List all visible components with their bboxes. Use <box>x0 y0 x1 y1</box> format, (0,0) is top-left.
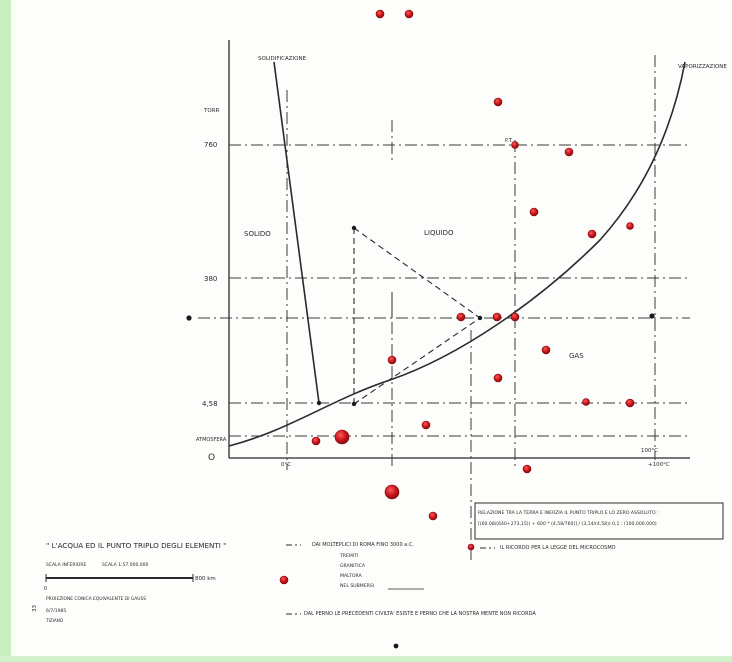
scale-prefix: SCALA INFERIORE <box>46 562 86 568</box>
legend-sub-item-2: GRANITICA <box>340 563 366 569</box>
red-dot <box>279 575 289 585</box>
black-points <box>186 225 655 649</box>
x-tick-100c: 100°C <box>641 448 658 454</box>
vertical-guide-lines <box>286 55 656 560</box>
red-dot <box>587 229 597 239</box>
red-dot <box>625 398 635 408</box>
legend-mod-line: DAI MOLTEPLICI DI ROMA FINO 3000 a.C. <box>312 542 414 548</box>
relation-text-2: [(60.08/(640+273,15)) + 600 * (4,58/760)… <box>478 521 657 527</box>
red-dot <box>421 420 431 430</box>
red-dot <box>529 207 539 217</box>
red-dot <box>428 511 438 521</box>
curve-label-solidification: SOLIDIFICAZIONE <box>258 56 307 62</box>
legend-sub-item-1: TREMITI <box>339 553 358 559</box>
red-dot <box>564 147 574 157</box>
red-dot <box>493 97 503 107</box>
red-dot <box>510 312 520 322</box>
red-dot <box>493 373 503 383</box>
red-dot <box>375 9 385 19</box>
paper-sheet <box>11 0 732 656</box>
curve-label-vaporization: VAPORIZZAZIONE <box>678 64 727 70</box>
scale-date: 6/7/1985 <box>46 608 66 614</box>
red-dot-large <box>334 429 350 445</box>
red-dot <box>522 464 532 474</box>
red-dot <box>541 345 551 355</box>
red-dot <box>626 222 634 230</box>
legend-sub-item-4: NEL SUBMERSI <box>340 583 374 589</box>
red-dot <box>492 312 502 322</box>
x-tick-0c: 0°C <box>281 462 291 468</box>
red-dot <box>404 9 414 19</box>
relation-box <box>474 502 724 540</box>
black-point-bottom <box>393 643 399 649</box>
red-dot <box>511 141 519 149</box>
solidification-curve <box>273 61 320 404</box>
relation-text-1: RELAZIONE TRA LA TERRA E INERZIA IL PUNT… <box>478 510 659 516</box>
red-dot <box>582 398 590 406</box>
y-tick-760: 760 <box>204 141 217 149</box>
horizontal-guide-lines <box>198 144 690 437</box>
black-point-triple <box>316 400 322 406</box>
y-axis-unit: TORR <box>203 108 220 114</box>
red-dot <box>456 312 466 322</box>
black-point-apex <box>477 315 483 321</box>
scale-zero: 0 <box>44 586 47 592</box>
red-dots <box>279 9 635 585</box>
red-dot <box>467 543 475 551</box>
x-tick-plus100c: +100°C <box>648 462 670 468</box>
black-point-triangle-top <box>351 225 357 231</box>
left-margin-band <box>0 0 11 662</box>
black-point-triangle-bottom <box>351 401 357 407</box>
scale-distance: 800 km <box>195 576 216 582</box>
y-tick-atmosphere: ATMOSFERA <box>196 437 227 443</box>
red-dot <box>387 355 397 365</box>
vaporization-curve <box>228 61 686 447</box>
bottom-margin-band <box>0 656 732 662</box>
dashed-triangle <box>353 227 481 405</box>
red-dot <box>311 436 321 446</box>
region-label-liquid: LIQUIDO <box>424 229 454 237</box>
y-tick-380: 380 <box>204 275 217 283</box>
scale-projection: PROIEZIONE CONICA EQUIVALENTE DI GAUSS <box>46 596 146 602</box>
triple-point-marker: P.T. <box>505 138 513 144</box>
scale-ratio: SCALA 1:57.000.000 <box>102 562 148 568</box>
y-tick-458: 4,58 <box>202 400 218 408</box>
diagram-title: " L'ACQUA ED IL PUNTO TRIPLO DEGLI ELEME… <box>46 541 226 550</box>
black-point-right <box>649 313 655 319</box>
region-label-solid: SOLIDO <box>244 230 271 238</box>
region-label-gas: GAS <box>569 352 584 360</box>
legend-bottom-note: DAL PERNO LE PRECEDENTI CIVILTA' ESISTE … <box>304 611 536 617</box>
red-dot-large <box>384 484 400 500</box>
legend-microcosmo: IL RICORDO PER LA LEGGE DEL MICROCOSMO <box>500 545 616 551</box>
black-point-left <box>186 315 192 321</box>
y-axis-origin: O <box>208 453 215 463</box>
page-number: 33 <box>32 605 38 612</box>
legend-sub-item-3: MALTORA <box>340 573 362 579</box>
scale-author: TIZIANO <box>45 618 64 623</box>
